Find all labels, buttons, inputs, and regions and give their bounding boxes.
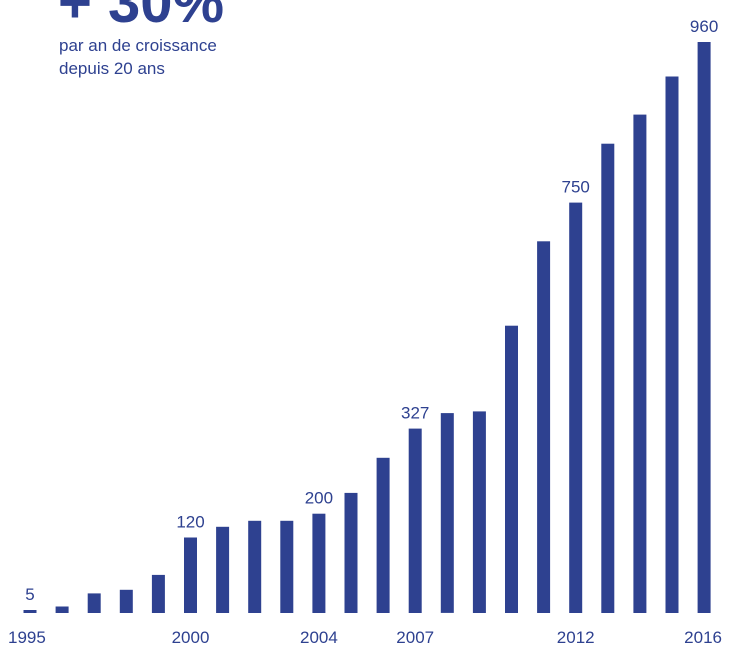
bar-2007 (408, 428, 422, 613)
bar-2008 (440, 413, 454, 613)
bar-2012 (569, 202, 583, 613)
value-label-2012: 750 (562, 178, 590, 197)
value-label-2000: 120 (176, 513, 204, 532)
bar-2009 (472, 411, 486, 613)
bar-1999 (151, 574, 165, 613)
bar-2006 (376, 457, 390, 613)
bar-1996 (55, 606, 69, 613)
bar-2010 (505, 325, 518, 613)
bar-2002 (248, 520, 262, 613)
value-label-1995: 5 (25, 585, 34, 604)
x-tick-label-2007: 2007 (396, 628, 434, 647)
bar-2001 (216, 526, 230, 613)
x-tick-label-2012: 2012 (557, 628, 595, 647)
bar-2003 (280, 520, 294, 613)
x-tick-label-1995: 1995 (8, 628, 46, 647)
x-tick-label-2016: 2016 (684, 628, 722, 647)
headline-subtitle-line-1: par an de croissance (59, 36, 217, 55)
x-tick-labels-group: 1995 2000 2004 2007 2012 2016 (8, 628, 722, 647)
bar-2014 (633, 114, 647, 613)
bar-1997 (87, 593, 101, 613)
bar-1998 (119, 589, 133, 613)
bar-2000 (184, 537, 197, 613)
value-label-2016: 960 (690, 17, 718, 36)
value-label-2004: 200 (305, 489, 333, 508)
bar-2011 (537, 241, 551, 614)
bar-1995 (23, 610, 37, 613)
bar-2005 (344, 492, 358, 613)
x-tick-label-2004: 2004 (300, 628, 338, 647)
bar-2004 (312, 513, 326, 613)
bar-2013 (601, 143, 615, 613)
bar-2016 (697, 42, 711, 613)
value-labels-group: 5 120 200 327 750 960 (25, 17, 718, 604)
x-tick-label-2000: 2000 (172, 628, 210, 647)
value-label-2007: 327 (401, 404, 429, 423)
bars-group (23, 42, 711, 614)
headline-subtitle-line-2: depuis 20 ans (59, 59, 165, 78)
bar-2015 (665, 76, 679, 613)
headline-value: + 30% (58, 0, 225, 35)
